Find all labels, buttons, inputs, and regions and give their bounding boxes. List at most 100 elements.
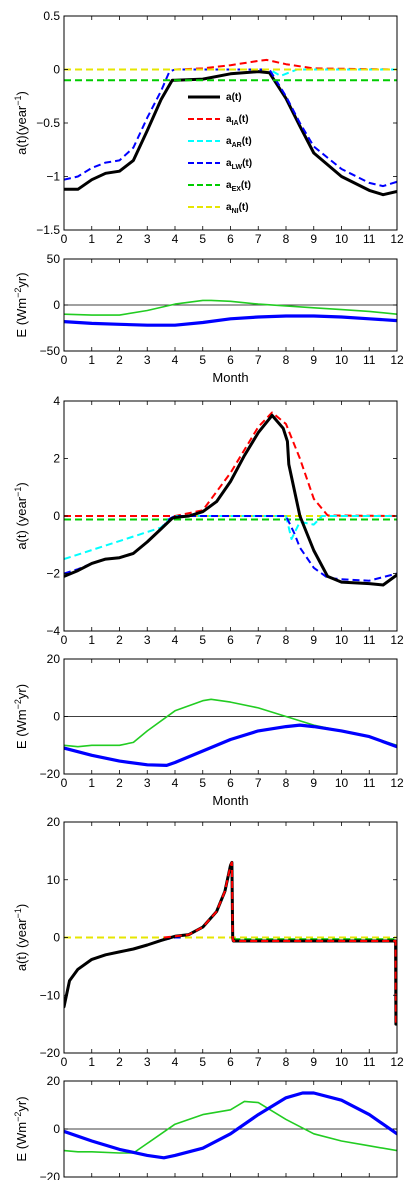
legend-label-a: a(t) bbox=[226, 92, 242, 103]
y-tick-label: −50 bbox=[40, 344, 61, 358]
y-tick-label: −10 bbox=[40, 988, 61, 1002]
series-group bbox=[64, 299, 397, 327]
x-tick-label: 9 bbox=[310, 353, 317, 367]
y-tick-label: 0.5 bbox=[43, 9, 60, 23]
x-tick-label: 2 bbox=[116, 353, 123, 367]
y-tick-label: 20 bbox=[47, 1074, 61, 1088]
y-tick-label: −0.5 bbox=[36, 116, 60, 130]
series-group bbox=[64, 1091, 397, 1160]
x-tick-label: 10 bbox=[335, 353, 349, 367]
y-tick-label: 50 bbox=[47, 252, 61, 266]
series-group bbox=[64, 411, 397, 587]
x-tick-label: 1 bbox=[88, 776, 95, 790]
x-tick-label: 0 bbox=[61, 1055, 68, 1069]
y-tick-label: −4 bbox=[46, 624, 60, 638]
y-tick-label: −1 bbox=[46, 170, 60, 184]
series-line-LW bbox=[64, 936, 181, 1008]
x-tick-label: 4 bbox=[172, 353, 179, 367]
x-tick-label: 5 bbox=[199, 1055, 206, 1069]
x-tick-label: 10 bbox=[335, 232, 349, 246]
x-tick-label: 10 bbox=[335, 776, 349, 790]
x-axis-label: Month bbox=[212, 370, 248, 385]
x-tick-label: 9 bbox=[310, 232, 317, 246]
legend-label-LW: aLW(t) bbox=[226, 158, 252, 171]
x-tick-label: 6 bbox=[227, 776, 234, 790]
x-tick-label: 0 bbox=[61, 633, 68, 647]
x-tick-label: 3 bbox=[144, 633, 151, 647]
series-line-IA bbox=[64, 58, 397, 71]
legend: a(t) aIA(t) aAR(t) aLW(t) aEX(t) aNI(t) bbox=[188, 92, 252, 215]
x-tick-label: 0 bbox=[61, 232, 68, 246]
series-line-a bbox=[64, 860, 397, 1026]
x-tick-label: 1 bbox=[88, 353, 95, 367]
x-tick-label: 3 bbox=[144, 232, 151, 246]
legend-label-IA: aIA(t) bbox=[226, 114, 249, 127]
y-tick-label: −2 bbox=[46, 567, 60, 581]
x-tick-label: 8 bbox=[283, 1055, 290, 1069]
series-line-a bbox=[64, 413, 397, 587]
x-tick-label: 6 bbox=[227, 1055, 234, 1069]
series-line-E_green bbox=[64, 299, 397, 316]
legend-label-EX: aEX(t) bbox=[226, 180, 251, 193]
y-axis-label: a(t) (year−1) bbox=[13, 904, 29, 971]
series-line-IA bbox=[163, 861, 397, 1026]
x-tick-label: 11 bbox=[363, 353, 376, 367]
x-tick-label: 7 bbox=[255, 1055, 262, 1069]
x-tick-label: 5 bbox=[199, 232, 206, 246]
y-tick-label: 0 bbox=[53, 509, 60, 523]
x-tick-label: 5 bbox=[199, 353, 206, 367]
series-line-E_blue bbox=[64, 314, 397, 327]
y-tick-label: 10 bbox=[47, 873, 61, 887]
x-tick-label: 1 bbox=[88, 232, 95, 246]
series-group bbox=[64, 698, 397, 768]
x-tick-label: 1 bbox=[88, 633, 95, 647]
legend-label-AR: aAR(t) bbox=[226, 136, 252, 149]
x-tick-label: 5 bbox=[199, 633, 206, 647]
x-tick-label: 0 bbox=[61, 776, 68, 790]
y-tick-label: 20 bbox=[47, 815, 61, 829]
x-tick-label: 12 bbox=[390, 353, 404, 367]
x-tick-label: 4 bbox=[172, 633, 179, 647]
x-tick-label: 6 bbox=[227, 232, 234, 246]
series-line-LW bbox=[64, 68, 397, 188]
x-tick-label: 8 bbox=[283, 232, 290, 246]
series-line-AR bbox=[64, 515, 397, 561]
series-line-a bbox=[64, 70, 397, 197]
x-tick-label: 0 bbox=[61, 353, 68, 367]
x-tick-label: 12 bbox=[390, 232, 404, 246]
series-line-IA bbox=[64, 411, 397, 517]
x-tick-label: 11 bbox=[363, 1055, 376, 1069]
x-tick-label: 3 bbox=[144, 353, 151, 367]
x-tick-label: 3 bbox=[144, 776, 151, 790]
x-tick-label: 7 bbox=[255, 232, 262, 246]
x-axis-label: Month bbox=[212, 793, 248, 808]
x-tick-label: 6 bbox=[227, 633, 234, 647]
legend-label-NI: aNI(t) bbox=[226, 202, 249, 215]
x-tick-label: 11 bbox=[363, 633, 376, 647]
x-tick-label: 10 bbox=[335, 633, 349, 647]
x-tick-label: 10 bbox=[335, 1055, 349, 1069]
y-axis-label: E (Wm−2yr) bbox=[13, 1096, 29, 1161]
x-tick-label: 4 bbox=[172, 232, 179, 246]
series-line-LW bbox=[64, 515, 397, 582]
x-tick-label: 2 bbox=[116, 232, 123, 246]
x-tick-label: 3 bbox=[144, 1055, 151, 1069]
x-tick-label: 2 bbox=[116, 776, 123, 790]
y-tick-label: −20 bbox=[40, 1046, 61, 1060]
x-tick-label: 12 bbox=[390, 633, 404, 647]
series-line-E_blue bbox=[64, 723, 397, 768]
x-tick-label: 11 bbox=[363, 232, 376, 246]
y-tick-label: 2 bbox=[53, 452, 60, 466]
x-tick-label: 6 bbox=[227, 353, 234, 367]
chart-panel-1-top: 0 1 2 3 4 5 6 7 8 9 10 11 12−1.5−1−0.500.5a(t)(year−… bbox=[13, 9, 404, 246]
x-tick-label: 11 bbox=[363, 776, 376, 790]
series-line-E_blue bbox=[64, 1091, 397, 1160]
y-tick-label: 0 bbox=[53, 63, 60, 77]
y-axis-label: a(t)(year−1) bbox=[13, 91, 29, 155]
x-tick-label: 2 bbox=[116, 633, 123, 647]
series-group bbox=[64, 860, 397, 1026]
y-tick-label: 0 bbox=[53, 298, 60, 312]
x-tick-label: 4 bbox=[172, 776, 179, 790]
